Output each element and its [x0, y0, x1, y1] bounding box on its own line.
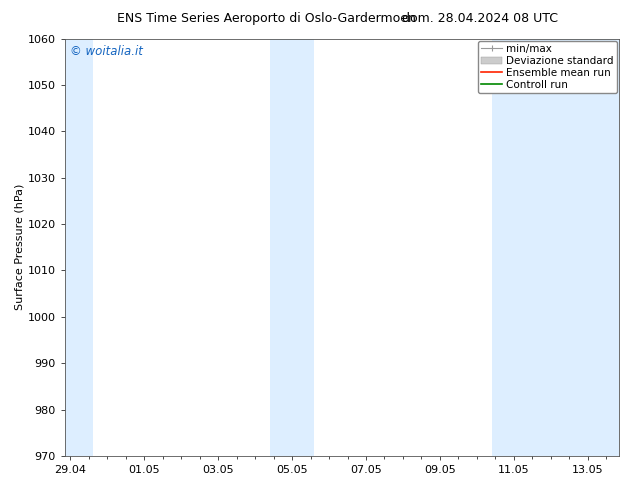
Legend: min/max, Deviazione standard, Ensemble mean run, Controll run: min/max, Deviazione standard, Ensemble m… [478, 41, 617, 93]
Text: dom. 28.04.2024 08 UTC: dom. 28.04.2024 08 UTC [402, 12, 558, 25]
Bar [270, 39, 314, 456]
Bar [65, 39, 93, 456]
Text: ENS Time Series Aeroporto di Oslo-Gardermoen: ENS Time Series Aeroporto di Oslo-Garder… [117, 12, 416, 25]
Bar [491, 39, 619, 456]
Y-axis label: Surface Pressure (hPa): Surface Pressure (hPa) [15, 184, 25, 311]
Text: © woitalia.it: © woitalia.it [70, 45, 143, 58]
